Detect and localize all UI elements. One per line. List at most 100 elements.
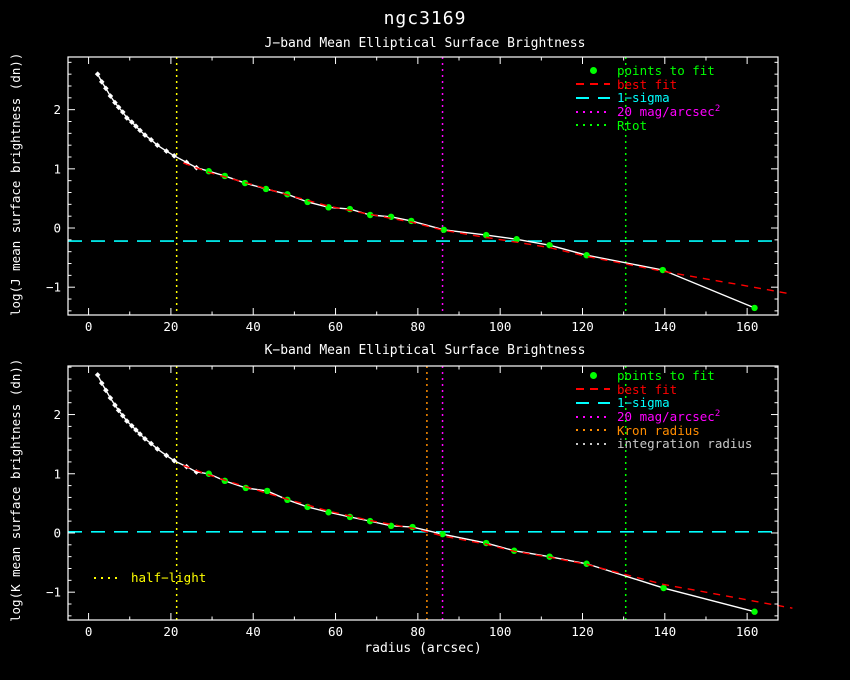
legend-line-sample bbox=[576, 401, 610, 404]
jband-marker-profile bbox=[119, 109, 126, 115]
legend-item-rtot: Rtot bbox=[576, 118, 806, 133]
kband-series-best-fit bbox=[183, 464, 793, 609]
jband-x-tick-label: 0 bbox=[85, 319, 93, 334]
jband-y-tick-label: 0 bbox=[53, 221, 61, 236]
jband-x-tick-label: 60 bbox=[328, 319, 343, 334]
jband-marker-profile bbox=[183, 159, 190, 166]
kband-marker-profile bbox=[148, 440, 154, 447]
jband-marker-profile bbox=[137, 127, 143, 134]
legend-line-sample bbox=[576, 124, 610, 127]
jband-x-tick-label: 120 bbox=[571, 319, 594, 334]
jband-x-tick-label: 40 bbox=[246, 319, 261, 334]
legend-item-20-mag-arcsec: 20 mag/arcsec2 bbox=[576, 104, 806, 120]
legend-item-1-sigma: 1−sigma bbox=[576, 395, 806, 410]
figure-title: ngc3169 bbox=[383, 8, 467, 29]
legend-line-sample bbox=[576, 110, 610, 113]
kband-marker-fit-point bbox=[660, 584, 667, 592]
jband-marker-fit-point bbox=[325, 204, 332, 211]
legend-line-sample bbox=[576, 415, 610, 418]
jband-y-tick-label: 2 bbox=[53, 102, 61, 117]
kband-x-tick-label: 40 bbox=[246, 624, 261, 639]
legend-item-points-to-fit: points to fit bbox=[576, 63, 806, 79]
legend-item-20-mag-arcsec: 20 mag/arcsec2 bbox=[576, 409, 806, 425]
kband-marker-fit-point bbox=[242, 484, 250, 492]
kband-marker-fit-point bbox=[751, 608, 758, 615]
legend-label: 20 mag/arcsec2 bbox=[617, 409, 721, 425]
kband-marker-profile bbox=[128, 422, 135, 429]
jband-marker-fit-point bbox=[546, 241, 553, 249]
legend-label: points to fit bbox=[617, 368, 715, 384]
kband-y-tick-label: 0 bbox=[53, 525, 61, 540]
jband-x-tick-label: 160 bbox=[736, 319, 759, 334]
legend-line-sample bbox=[576, 388, 610, 391]
kband-marker-profile bbox=[94, 372, 101, 378]
kband-marker-profile bbox=[154, 446, 161, 452]
legend-marker-sample bbox=[576, 67, 610, 75]
jband-x-tick-label: 80 bbox=[410, 319, 425, 334]
kband-marker-profile bbox=[163, 452, 170, 459]
legend-item-best-fit: best fit bbox=[576, 76, 806, 92]
jband-marker-profile bbox=[142, 132, 148, 138]
legend-line-sample bbox=[576, 442, 610, 445]
kband-x-tick-label: 80 bbox=[410, 624, 425, 639]
half-light-label: half−light bbox=[131, 570, 207, 585]
jband-marker-profile bbox=[133, 123, 139, 130]
kband-marker-profile bbox=[124, 418, 130, 424]
jband-marker-profile bbox=[124, 115, 130, 121]
jband-marker-profile bbox=[171, 153, 177, 159]
jband-series-best-fit bbox=[183, 162, 793, 295]
jband-y-tick-label: −1 bbox=[46, 280, 61, 295]
legend-label: points to fit bbox=[617, 63, 715, 79]
legend-item-points-to-fit: points to fit bbox=[576, 368, 806, 384]
legend-label: Kron radius bbox=[617, 422, 700, 438]
jband-marker-profile bbox=[148, 137, 154, 143]
kband-marker-profile bbox=[137, 431, 143, 437]
kband-marker-profile bbox=[142, 436, 148, 442]
kband-marker-profile bbox=[133, 427, 139, 433]
kband-y-tick-label: 2 bbox=[53, 407, 61, 422]
kband-marker-fit-point bbox=[583, 560, 590, 567]
kband-marker-fit-point bbox=[439, 530, 446, 538]
jband-marker-profile bbox=[112, 99, 118, 106]
jband-plot-frame bbox=[67, 56, 779, 316]
kband-x-tick-label: 100 bbox=[489, 624, 512, 639]
kband-plot-frame bbox=[67, 365, 779, 621]
jband-y-axis-label: log(J mean surface brightness (dn)) bbox=[8, 52, 23, 316]
jband-marker-fit-point bbox=[366, 211, 374, 219]
kband-marker-profile bbox=[112, 402, 118, 408]
kband-marker-fit-point bbox=[325, 509, 332, 516]
jband-marker-profile bbox=[154, 142, 161, 148]
kband-x-tick-label: 120 bbox=[571, 624, 594, 639]
jband-marker-fit-point bbox=[440, 226, 447, 233]
jband-marker-profile bbox=[103, 85, 109, 92]
legend-label: best fit bbox=[617, 76, 678, 92]
jband-marker-fit-point bbox=[751, 304, 758, 312]
legend-marker-sample bbox=[576, 372, 610, 380]
x-axis-label: radius (arcsec) bbox=[364, 641, 482, 656]
legend-item-best-fit: best fit bbox=[576, 381, 806, 397]
jband-marker-profile bbox=[98, 79, 105, 85]
jband-marker-profile bbox=[107, 93, 114, 99]
kband-x-tick-label: 140 bbox=[654, 624, 677, 639]
legend-line-sample bbox=[576, 429, 610, 432]
legend-line-sample bbox=[576, 96, 610, 99]
kband-x-tick-label: 20 bbox=[163, 624, 178, 639]
kband-marker-profile bbox=[98, 380, 105, 386]
jband-plot-title: J−band Mean Elliptical Surface Brightnes… bbox=[264, 36, 586, 51]
jband-x-tick-label: 100 bbox=[489, 319, 512, 334]
kband-y-axis-label: log(K mean surface brightness (dn)) bbox=[8, 358, 23, 622]
jband-marker-fit-point bbox=[241, 179, 249, 187]
legend-item-kron-radius: Kron radius bbox=[576, 422, 806, 438]
kband-legend: points to fit best fit 1−sigma 20 mag/arcse… bbox=[576, 368, 806, 451]
jband-marker-fit-point bbox=[482, 231, 490, 239]
kband-y-tick-label: −1 bbox=[46, 585, 61, 600]
legend-label: 20 mag/arcsec2 bbox=[617, 104, 721, 120]
jband-legend: points to fit best fit 1−sigma 20 mag/arcse… bbox=[576, 63, 806, 133]
kband-x-tick-label: 60 bbox=[328, 624, 343, 639]
legend-label: best fit bbox=[617, 381, 678, 397]
legend-item-integration-radius: integration radius bbox=[576, 436, 806, 451]
jband-marker-profile bbox=[94, 71, 101, 77]
kband-marker-profile bbox=[115, 407, 122, 414]
